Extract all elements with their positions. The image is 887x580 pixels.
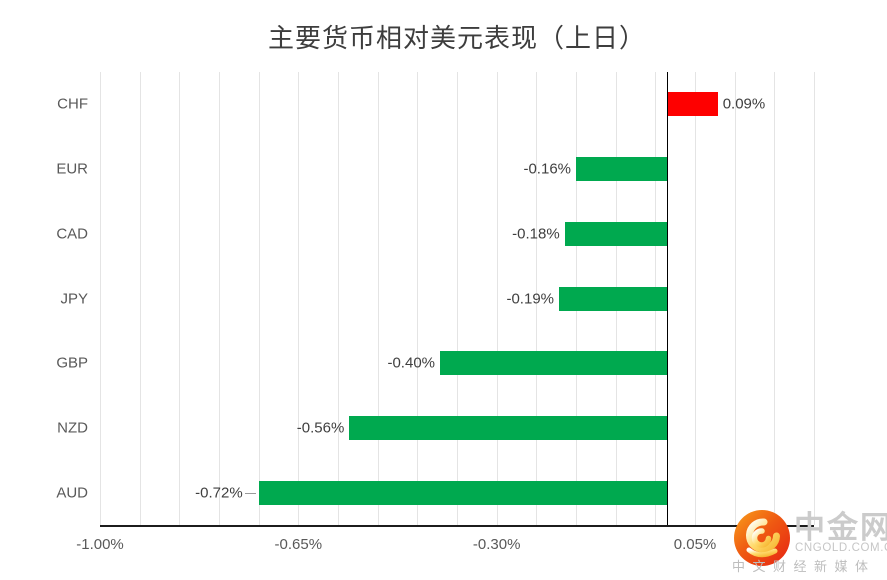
gridline — [338, 72, 339, 525]
bar-aud — [258, 480, 667, 505]
gridline — [734, 72, 736, 525]
x-tick-label: 0.05% — [673, 536, 717, 553]
x-tick-label: -0.30% — [472, 536, 521, 553]
data-label-eur: -0.16% — [523, 160, 571, 178]
cngold-logo-watermark: 中金网 CNGOLD.COM.CN 中文财经新媒体 — [727, 506, 887, 576]
gridline — [536, 72, 538, 525]
category-label-jpy: JPY — [60, 290, 88, 307]
category-label-chf: CHF — [57, 95, 88, 113]
cngold-swirl-icon — [734, 510, 790, 566]
bar-cad — [564, 221, 667, 246]
gridline — [139, 72, 141, 525]
data-label-jpy: -0.19% — [506, 290, 554, 307]
chart-title: 主要货币相对美元表现（上日） — [267, 24, 646, 53]
zero-axis-line — [666, 72, 669, 526]
bar-gbp — [440, 351, 667, 376]
x-axis-tick-labels: -1.00% -0.65% -0.30% 0.05% — [76, 536, 814, 556]
gridline — [377, 72, 379, 525]
bar-chf — [666, 92, 718, 117]
gridline — [774, 72, 776, 525]
bar-jpy — [559, 286, 667, 311]
data-label-gbp: -0.40% — [387, 354, 435, 372]
x-tick-label: -1.00% — [76, 536, 124, 553]
category-label-aud: AUD — [56, 484, 88, 502]
gridline — [496, 72, 498, 525]
gridline — [417, 72, 419, 525]
data-label-cad: -0.18% — [512, 225, 560, 243]
category-label-gbp: GBP — [56, 354, 88, 372]
x-tick-label: -0.65% — [274, 536, 323, 553]
data-label-aud: -0.72% — [195, 484, 243, 502]
gridline — [179, 72, 181, 525]
data-label-chf: 0.09% — [722, 95, 766, 113]
logo-domain: CNGOLD.COM.CN — [795, 542, 887, 554]
label-leader-line — [244, 492, 256, 494]
bar-nzd — [349, 415, 667, 440]
gridline — [298, 72, 300, 525]
logo-name: 中金网 — [794, 510, 887, 545]
category-label-nzd: NZD — [57, 419, 88, 437]
category-label-eur: EUR — [56, 160, 88, 178]
gridline — [457, 72, 458, 525]
gridline — [814, 72, 815, 525]
logo-tagline: 中文财经新媒体 — [732, 559, 876, 574]
bar-eur — [576, 157, 667, 182]
gridline — [258, 72, 260, 525]
gridline — [219, 72, 220, 525]
gridline — [100, 72, 101, 525]
data-label-nzd: -0.56% — [296, 419, 345, 437]
category-label-cad: CAD — [56, 225, 88, 243]
x-axis-line — [100, 525, 814, 527]
plot-area: 0.09% -0.16% -0.18% -0.19% -0.40% -0.56% -0.72… — [100, 72, 815, 527]
gridline — [695, 72, 696, 525]
